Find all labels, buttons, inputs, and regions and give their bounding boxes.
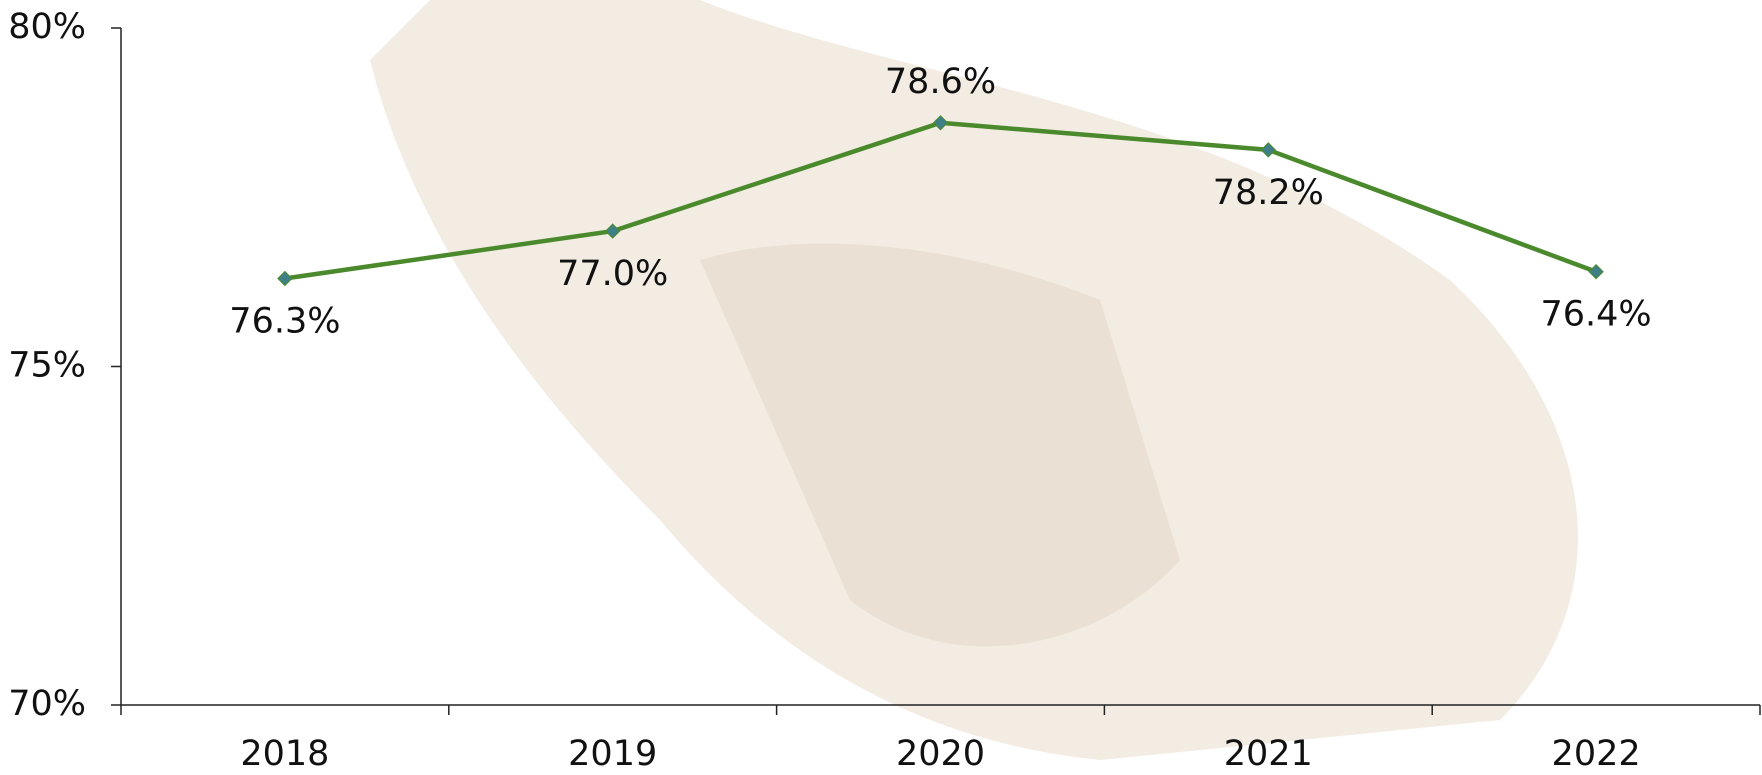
data-label: 78.2% <box>1213 173 1324 213</box>
marker <box>932 115 949 131</box>
background-photo-detail <box>700 243 1180 647</box>
x-tick-label: 2018 <box>240 734 329 774</box>
data-label: 76.4% <box>1541 295 1652 335</box>
marker <box>1260 142 1277 158</box>
marker <box>604 223 621 239</box>
data-label: 77.0% <box>557 254 668 294</box>
x-tick-label: 2022 <box>1552 734 1641 774</box>
data-label: 76.3% <box>229 301 340 341</box>
x-tick-label: 2020 <box>896 734 985 774</box>
x-tick-label: 2019 <box>568 734 657 774</box>
y-tick-label: 70% <box>8 684 86 724</box>
x-tick-label: 2021 <box>1224 734 1313 774</box>
data-label: 78.6% <box>885 62 996 102</box>
y-tick-label: 80% <box>8 7 86 47</box>
y-tick-label: 75% <box>8 346 86 386</box>
marker <box>277 270 293 287</box>
marker <box>1588 264 1604 280</box>
